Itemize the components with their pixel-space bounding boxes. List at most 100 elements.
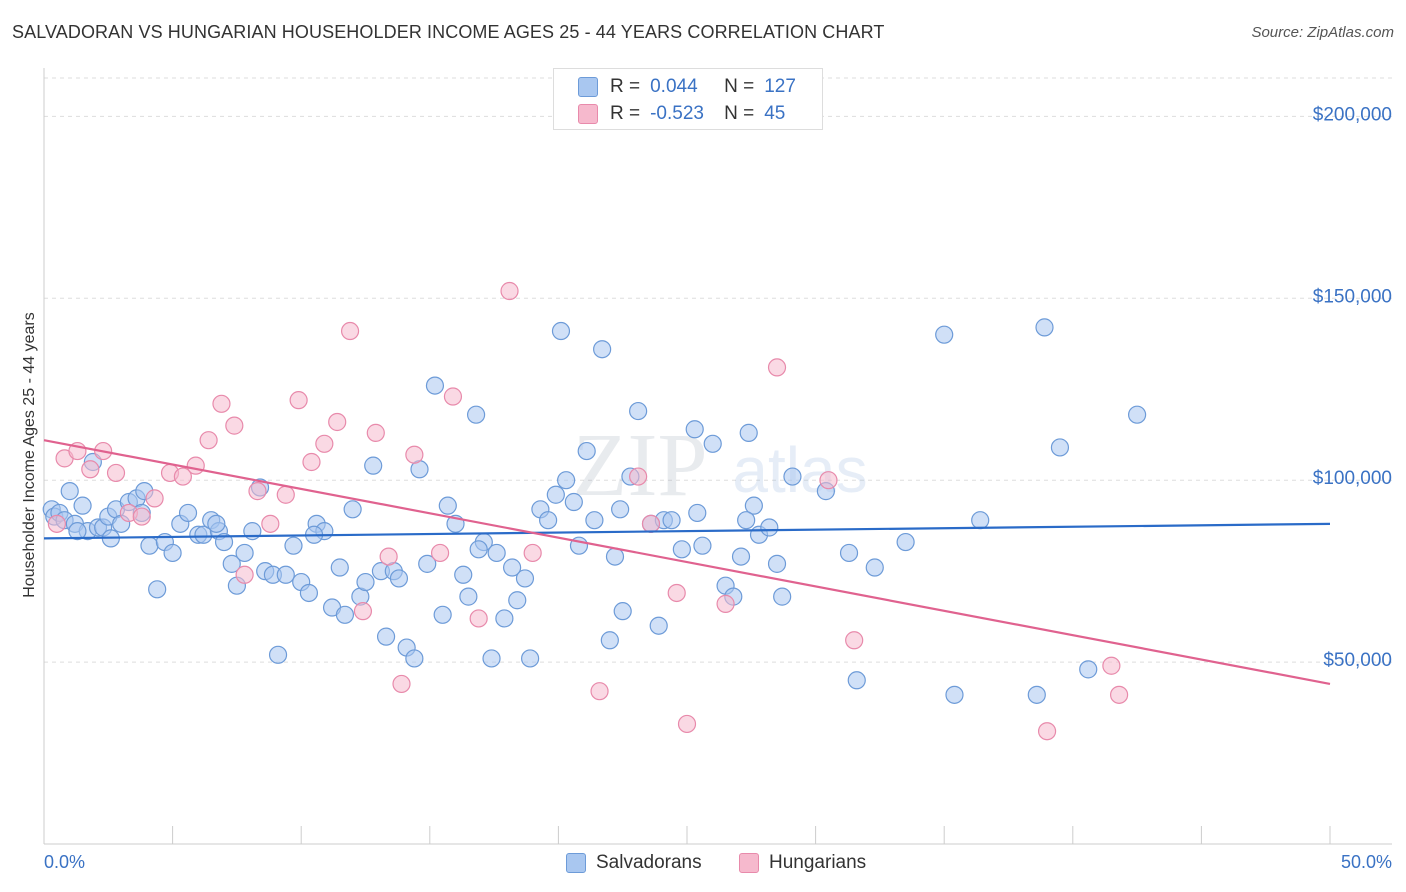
- data-point: [261, 514, 280, 533]
- data-point: [418, 554, 437, 573]
- data-point: [585, 511, 604, 530]
- correlation-legend: R = 0.044 N = 127 R = -0.523 N = 45: [553, 68, 823, 130]
- data-point: [60, 482, 79, 501]
- data-point: [551, 321, 571, 341]
- data-point: [495, 609, 514, 628]
- data-point: [235, 543, 254, 563]
- trend-lines: [43, 439, 1331, 686]
- data-point: [207, 514, 226, 533]
- y-tick-label: $50,000: [1323, 650, 1392, 671]
- data-point: [739, 423, 758, 442]
- data-point: [731, 547, 751, 566]
- data-point: [577, 441, 596, 461]
- data-point: [289, 391, 308, 410]
- n-label: N =: [724, 76, 755, 97]
- data-point: [662, 511, 681, 530]
- data-point: [356, 572, 375, 592]
- data-point: [1037, 722, 1057, 741]
- data-point: [425, 376, 445, 395]
- data-point: [839, 543, 859, 563]
- data-point: [935, 325, 954, 344]
- data-point: [1127, 405, 1147, 424]
- data-point: [845, 631, 864, 650]
- data-point: [163, 543, 182, 563]
- legend-row-hungarians: R = -0.523 N = 45: [578, 101, 785, 127]
- x-tick-label: 50.0%: [1341, 852, 1392, 872]
- data-point: [1109, 685, 1129, 704]
- y-tick-label: $100,000: [1313, 468, 1392, 489]
- legend-item-hungarians[interactable]: Hungarians: [739, 852, 866, 874]
- data-point: [641, 514, 661, 533]
- data-point: [212, 394, 231, 413]
- data-point: [328, 412, 347, 432]
- data-point: [106, 463, 126, 483]
- data-point: [744, 496, 763, 515]
- data-point: [140, 536, 159, 555]
- data-point: [459, 587, 478, 606]
- data-point: [379, 547, 398, 566]
- data-point: [302, 452, 321, 472]
- data-point: [508, 591, 527, 610]
- data-point: [443, 387, 463, 406]
- r-label: R =: [610, 76, 641, 97]
- data-point: [819, 471, 838, 490]
- legend-label: Hungarians: [769, 852, 867, 873]
- tick-labels: $50,000 $100,000 $150,000 $200,000 0.0% 50.0%: [44, 104, 1392, 872]
- data-point: [1027, 685, 1046, 704]
- data-point: [672, 540, 691, 559]
- svg-text:ZIP: ZIP: [573, 416, 708, 515]
- data-point: [500, 281, 519, 301]
- axes: [43, 68, 1392, 845]
- y-tick-label: $200,000: [1313, 104, 1392, 125]
- salvadorans-swatch: [578, 77, 598, 97]
- data-point: [1035, 318, 1054, 337]
- data-point: [178, 503, 198, 523]
- salvadorans-trend-line: [43, 522, 1331, 540]
- data-point: [405, 649, 424, 668]
- data-point: [330, 558, 349, 577]
- data-point: [649, 616, 668, 635]
- data-point: [222, 554, 241, 573]
- legend-item-salvadorans[interactable]: Salvadorans: [566, 852, 702, 874]
- data-point: [276, 565, 295, 584]
- data-point: [593, 340, 612, 359]
- data-point: [515, 569, 535, 588]
- data-point: [81, 460, 100, 479]
- data-point: [613, 602, 632, 621]
- data-point: [389, 569, 409, 588]
- chart-title: SALVADORAN VS HUNGARIAN HOUSEHOLDER INCO…: [12, 22, 885, 42]
- data-point: [557, 471, 576, 490]
- data-point: [971, 511, 990, 530]
- data-point: [284, 536, 303, 555]
- data-point: [145, 489, 164, 508]
- data-point: [767, 554, 787, 573]
- n-label: N =: [724, 103, 755, 124]
- data-point: [629, 401, 648, 421]
- data-point: [47, 514, 66, 533]
- data-point: [783, 467, 802, 486]
- data-point: [364, 456, 383, 475]
- source-label: Source: ZipAtlas.com: [1251, 24, 1394, 41]
- legend-row-salvadorans: R = 0.044 N = 127: [578, 74, 796, 100]
- r-value: -0.523: [650, 103, 704, 124]
- n-value: 127: [764, 76, 796, 97]
- data-point: [186, 456, 205, 475]
- data-point: [366, 423, 385, 442]
- data-point: [1102, 656, 1121, 675]
- data-point: [433, 605, 452, 624]
- data-point: [667, 583, 686, 603]
- data-point: [132, 507, 151, 526]
- salvadorans-points: [42, 318, 1147, 704]
- salvadorans-swatch: [566, 853, 586, 873]
- data-point: [693, 536, 712, 555]
- data-point: [405, 445, 424, 464]
- data-point: [503, 558, 522, 577]
- data-point: [335, 605, 355, 624]
- data-point: [299, 583, 319, 603]
- hungarians-swatch: [578, 104, 598, 124]
- data-point: [225, 416, 244, 435]
- x-tick-label: 0.0%: [44, 852, 85, 872]
- data-point: [703, 434, 722, 453]
- data-point: [248, 482, 267, 501]
